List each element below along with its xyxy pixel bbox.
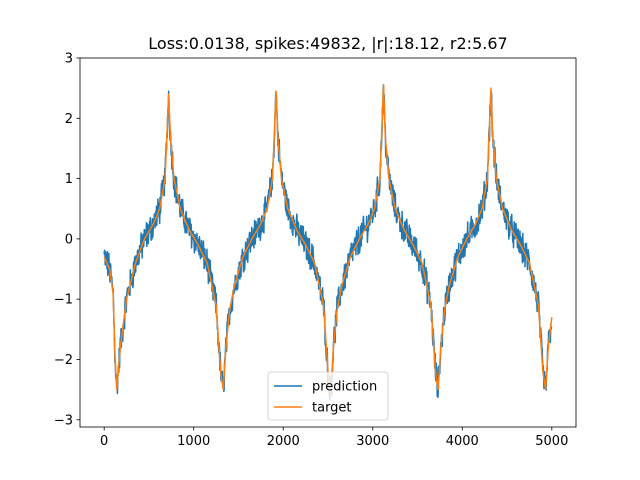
x-tick-label: 3000	[356, 434, 389, 449]
y-tick-label: −1	[54, 293, 73, 308]
legend-label-target: target	[312, 401, 352, 416]
y-tick-label: 3	[65, 52, 73, 67]
x-tick-label: 5000	[535, 434, 568, 449]
axes: 0 1000 2000 3000 4000 5000 −3 −2 −1 0 1 2 3	[54, 52, 577, 449]
y-tick-label: 1	[65, 172, 73, 187]
x-tick-label: 1000	[177, 434, 210, 449]
chart-title: Loss:0.0138, spikes:49832, |r|:18.12, r2…	[148, 34, 507, 53]
y-tick-label: −3	[54, 413, 73, 428]
legend: prediction target	[267, 371, 389, 421]
legend-box	[267, 371, 389, 421]
x-tick-label: 2000	[267, 434, 300, 449]
y-tick-label: 0	[65, 232, 73, 247]
axes-frame	[79, 57, 577, 428]
y-tick-label: −2	[54, 353, 73, 368]
x-tick-label: 0	[100, 434, 108, 449]
target-series-line	[103, 84, 553, 397]
x-tick-label: 4000	[446, 434, 479, 449]
y-tick-label: 2	[65, 112, 73, 127]
legend-label-prediction: prediction	[312, 380, 377, 395]
